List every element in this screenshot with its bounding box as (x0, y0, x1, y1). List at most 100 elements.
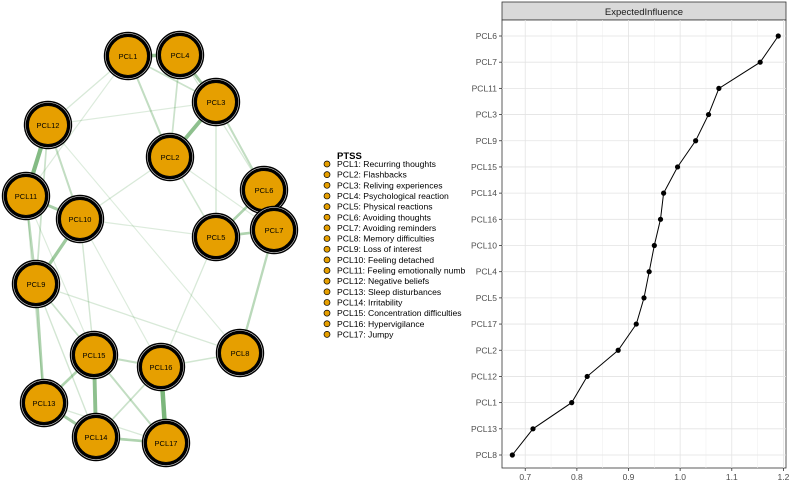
point-pcl1 (569, 400, 575, 406)
node-fill (141, 347, 181, 387)
node-pie-border (217, 330, 263, 376)
legend-text: PCL16: Hypervigilance (337, 319, 425, 329)
point-pcl16 (657, 216, 664, 222)
x-tick-label: 0.8 (571, 472, 583, 482)
node-label: PCL15 (83, 351, 106, 360)
legend-text: PCL17: Jumpy (337, 329, 394, 339)
node-fill (150, 137, 190, 177)
node-pie-border (13, 261, 59, 307)
legend-text: PCL14: Irritability (337, 297, 403, 307)
node-fill (254, 210, 294, 250)
gridlines (502, 20, 786, 468)
node-pcl16: PCL16 (136, 342, 186, 392)
legend-text: PCL1: Recurring thoughts (337, 159, 436, 169)
y-tick-label: PCL4 (476, 267, 498, 277)
x-tick-label: 1.0 (674, 472, 686, 482)
node-pcl9: PCL9 (11, 259, 61, 309)
node-fill (74, 335, 114, 375)
legend-item: PCL16: Hypervigilance (323, 319, 425, 329)
node-pie-border (143, 420, 189, 466)
legend-item: PCL8: Memory difficulties (323, 234, 434, 244)
node-pie-border (57, 196, 103, 242)
edge-PCL11-PCL15 (25, 195, 95, 356)
legend-dot (323, 267, 331, 274)
node-label: PCL9 (27, 280, 46, 289)
legend-dot (323, 224, 331, 232)
strip-label: ExpectedInfluence (605, 7, 683, 18)
point-pcl3 (705, 111, 712, 118)
edge-PCL9-PCL8 (35, 283, 241, 354)
legend-dot (323, 331, 331, 338)
node-label: PCL16 (150, 363, 173, 372)
node-label: PCL17 (155, 439, 178, 448)
legend-item: PCL1: Recurring thoughts (323, 159, 436, 169)
node-pcl1: PCL1 (103, 31, 153, 81)
legend-text: PCL4: Psychological reaction (337, 191, 449, 201)
legend-item: PCL2: Flashbacks (323, 170, 407, 180)
y-tick-label: PCL11 (472, 83, 498, 93)
node-pcl15: PCL15 (69, 330, 119, 380)
node-pcl4: PCL4 (155, 30, 205, 80)
plot-panel (501, 19, 787, 469)
edge-PCL9-PCL14 (35, 283, 97, 438)
y-tick-label: PCL17 (471, 319, 497, 329)
legend-item: PCL13: Sleep disturbances (323, 287, 441, 297)
y-tick-label: PCL13 (471, 424, 497, 434)
legend-text: PCL5: Physical reactions (337, 202, 433, 212)
point-pcl15 (674, 164, 681, 170)
node-pie-border (157, 32, 203, 78)
legend-text: PCL3: Reliving experiences (337, 180, 443, 190)
edge-PCL12-PCL3 (47, 101, 217, 126)
node-label: PCL1 (119, 52, 138, 61)
legend-dot (323, 213, 331, 221)
node-label: PCL7 (265, 226, 284, 235)
legend-dot (323, 181, 331, 189)
point-pcl7 (757, 59, 763, 65)
legend-text: PCL10: Feeling detached (337, 255, 434, 265)
edge-PCL12-PCL8 (47, 124, 241, 354)
node-pcl10: PCL10 (55, 194, 105, 244)
y-axis-ticks: PCL6 PCL7 PCL11 PCL3 PCL9 PCL15 PCL14 PCL16 PCL1… (471, 31, 502, 460)
node-fill (146, 423, 186, 463)
x-axis-ticks: 0.7 0.8 0.9 1.0 1.1 1.2 (519, 468, 790, 482)
y-tick-label: PCL10 (471, 241, 497, 251)
legend-text: PCL11: Feeling emotionally numb (337, 266, 466, 276)
y-tick-label: PCL9 (476, 136, 498, 146)
legend-item: PCL17: Jumpy (323, 329, 394, 339)
node-pie-border (251, 207, 297, 253)
legend-text: PCL2: Flashbacks (337, 170, 407, 180)
node-pcl14: PCL14 (71, 412, 121, 462)
legend-dot (323, 277, 331, 285)
y-tick-label: PCL2 (476, 345, 498, 355)
node-label: PCL4 (171, 51, 190, 60)
node-pie-border (147, 134, 193, 180)
legend-dot (323, 288, 331, 296)
legend-dot (323, 235, 331, 242)
y-tick-label: PCL14 (471, 188, 497, 198)
legend-text: PCL7: Avoiding reminders (337, 223, 436, 233)
node-pie-border (193, 79, 239, 125)
node-pcl8: PCL8 (215, 328, 265, 378)
node-pcl2: PCL2 (145, 132, 195, 182)
y-tick-label: PCL3 (476, 110, 498, 120)
node-pcl12: PCL12 (23, 100, 73, 150)
legend-item: PCL7: Avoiding reminders (323, 223, 436, 233)
node-fill (160, 35, 200, 75)
legend-text: PCL9: Loss of interest (337, 244, 422, 254)
legend-item: PCL12: Negative beliefs (323, 276, 429, 286)
node-label: PCL5 (207, 233, 226, 242)
node-pcl17: PCL17 (141, 418, 191, 468)
legend-item: PCL10: Feeling detached (323, 255, 434, 265)
point-pcl12 (584, 373, 590, 380)
legend-dot (323, 299, 331, 306)
node-label: PCL12 (37, 121, 60, 130)
legend-dot (323, 192, 331, 200)
y-tick-label: PCL5 (476, 293, 498, 303)
legend-item: PCL3: Reliving experiences (323, 180, 443, 190)
legend-item: PCL9: Loss of interest (323, 244, 422, 254)
legend-text: PCL8: Memory difficulties (337, 234, 434, 244)
legend-item: PCL6: Avoiding thoughts (323, 212, 431, 222)
legend-item: PCL11: Feeling emotionally numb (323, 266, 466, 276)
